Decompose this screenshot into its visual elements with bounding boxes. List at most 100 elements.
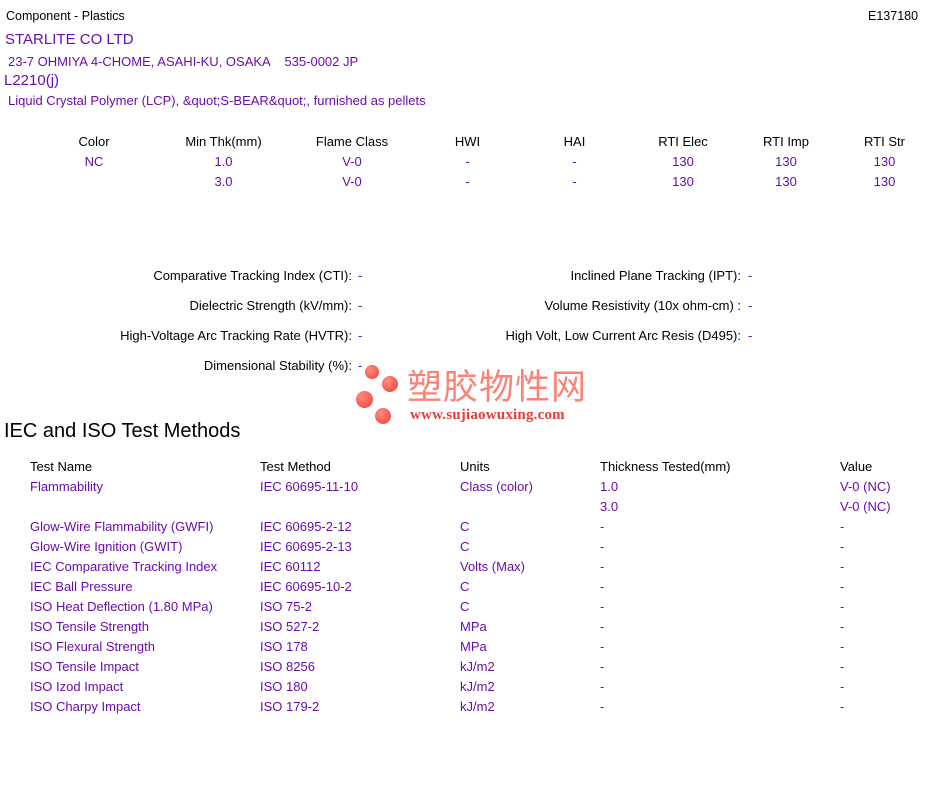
table-cell: - bbox=[600, 678, 605, 694]
table-row: Flammability IEC 60695-11-10 Class (color)… bbox=[30, 476, 934, 496]
table-cell: Class (color) bbox=[460, 478, 533, 494]
table-cell: - bbox=[600, 598, 605, 614]
table-row: 3.0 V-0 - - 130 130 130 bbox=[30, 171, 934, 191]
table-cell: ISO Izod Impact bbox=[30, 678, 124, 694]
table-cell: 130 bbox=[775, 153, 797, 169]
table-cell: V-0 bbox=[342, 153, 362, 169]
table-cell: 3.0 bbox=[600, 498, 619, 514]
table-cell: C bbox=[460, 538, 470, 554]
table-cell: - bbox=[465, 173, 470, 189]
table-cell: IEC 60695-2-12 bbox=[260, 518, 352, 534]
table-cell: ISO Heat Deflection (1.80 MPa) bbox=[30, 598, 213, 614]
logo-dot-icon bbox=[382, 376, 398, 392]
table-row: ISO Flexural Strength ISO 178 MPa - - bbox=[30, 636, 934, 656]
ratings-header-row: Color Min Thk(mm) Flame Class HWI HAI RTI Ele… bbox=[30, 131, 934, 151]
table-cell: 1.0 bbox=[600, 478, 619, 494]
property-label: High-Voltage Arc Tracking Rate (HVTR): bbox=[120, 328, 352, 343]
column-header: RTI Str bbox=[864, 133, 905, 149]
table-cell: 3.0 bbox=[214, 173, 233, 189]
table-cell: kJ/m2 bbox=[460, 678, 495, 694]
table-row: ISO Tensile Impact ISO 8256 kJ/m2 - - bbox=[30, 656, 934, 676]
material-description: Liquid Crystal Polymer (LCP), &quot;S-BE… bbox=[8, 93, 426, 108]
table-cell: V-0 (NC) bbox=[840, 478, 891, 494]
logo-dot-icon bbox=[375, 408, 391, 424]
table-row: ISO Heat Deflection (1.80 MPa) ISO 75-2 C -… bbox=[30, 596, 934, 616]
table-cell: - bbox=[840, 538, 845, 554]
table-cell: - bbox=[840, 558, 845, 574]
table-row: NC 1.0 V-0 - - 130 130 130 bbox=[30, 151, 934, 171]
table-cell: - bbox=[840, 678, 845, 694]
property-label: Comparative Tracking Index (CTI): bbox=[153, 268, 352, 283]
company-name: STARLITE CO LTD bbox=[5, 31, 134, 48]
table-cell: - bbox=[572, 153, 577, 169]
table-cell: 1.0 bbox=[214, 153, 233, 169]
table-row: IEC Comparative Tracking Index IEC 60112 V… bbox=[30, 556, 934, 576]
column-header: RTI Elec bbox=[658, 133, 708, 149]
property-value: - bbox=[358, 328, 363, 343]
property-label: Dimensional Stability (%): bbox=[203, 358, 352, 373]
table-cell: IEC 60695-11-10 bbox=[260, 478, 359, 494]
table-row: IEC Ball Pressure IEC 60695-10-2 C - - bbox=[30, 576, 934, 596]
table-cell: 130 bbox=[873, 173, 896, 189]
table-cell: NC bbox=[84, 153, 104, 169]
table-cell: Glow-Wire Ignition (GWIT) bbox=[30, 538, 183, 554]
table-cell: - bbox=[600, 538, 605, 554]
table-cell: V-0 bbox=[342, 173, 362, 189]
table-row: ISO Charpy Impact ISO 179-2 kJ/m2 - - bbox=[30, 696, 934, 716]
table-cell: - bbox=[600, 558, 605, 574]
table-cell: IEC 60112 bbox=[260, 558, 321, 574]
file-number: E137180 bbox=[868, 9, 919, 23]
property-value: - bbox=[358, 298, 363, 313]
property-value: - bbox=[358, 358, 363, 373]
table-cell: - bbox=[840, 618, 845, 634]
section-title: IEC and ISO Test Methods bbox=[4, 420, 241, 442]
column-header: Value bbox=[840, 458, 873, 474]
table-cell: - bbox=[600, 578, 605, 594]
property-value: - bbox=[748, 328, 753, 343]
table-cell: - bbox=[840, 578, 845, 594]
table-cell: MPa bbox=[460, 618, 487, 634]
table-cell: - bbox=[572, 173, 577, 189]
table-row: Glow-Wire Ignition (GWIT) IEC 60695-2-13 C… bbox=[30, 536, 934, 556]
table-cell: - bbox=[600, 618, 605, 634]
logo-dot-icon bbox=[365, 365, 379, 379]
table-cell: ISO Tensile Strength bbox=[30, 618, 149, 634]
company-address: 23-7 OHMIYA 4-CHOME, ASAHI-KU, OSAKA 535… bbox=[8, 54, 359, 69]
property-value: - bbox=[358, 268, 363, 283]
table-cell: ISO 179-2 bbox=[260, 698, 320, 714]
table-cell: Volts (Max) bbox=[460, 558, 526, 574]
test-methods-table: Test Name Test Method Units Thickness Teste… bbox=[30, 456, 934, 716]
table-cell bbox=[260, 496, 460, 516]
table-cell: IEC 60695-2-13 bbox=[260, 538, 352, 554]
column-header: Thickness Tested(mm) bbox=[600, 458, 731, 474]
table-cell: 130 bbox=[873, 153, 896, 169]
column-header: Flame Class bbox=[315, 133, 389, 149]
table-cell: 130 bbox=[672, 173, 694, 189]
table-row: 3.0 V-0 (NC) bbox=[30, 496, 934, 516]
table-cell: - bbox=[600, 638, 605, 654]
table-cell: Glow-Wire Flammability (GWFI) bbox=[30, 518, 214, 534]
table-cell: ISO Flexural Strength bbox=[30, 638, 155, 654]
table-cell: - bbox=[465, 153, 470, 169]
table-cell: MPa bbox=[460, 638, 487, 654]
column-header: HWI bbox=[454, 133, 481, 149]
table-cell: C bbox=[460, 578, 470, 594]
ratings-table: Color Min Thk(mm) Flame Class HWI HAI RTI Ele… bbox=[30, 131, 934, 191]
document-type-label: Component - Plastics bbox=[6, 9, 125, 23]
table-cell: kJ/m2 bbox=[460, 658, 495, 674]
table-row: ISO Tensile Strength ISO 527-2 MPa - - bbox=[30, 616, 934, 636]
table-cell: - bbox=[600, 658, 605, 674]
column-header: Test Name bbox=[30, 458, 93, 474]
table-row: Glow-Wire Flammability (GWFI) IEC 60695-2… bbox=[30, 516, 934, 536]
table-cell bbox=[460, 496, 600, 516]
table-cell: - bbox=[840, 698, 845, 714]
watermark-site-url: www.sujiaowuxing.com bbox=[410, 407, 565, 423]
table-cell: Flammability bbox=[30, 478, 103, 494]
table-cell: - bbox=[840, 518, 845, 534]
table-cell: ISO Tensile Impact bbox=[30, 658, 139, 674]
table-cell: ISO 527-2 bbox=[260, 618, 320, 634]
table-cell: IEC 60695-10-2 bbox=[260, 578, 352, 594]
table-cell: C bbox=[460, 518, 470, 534]
model-designation: L2210(j) bbox=[4, 72, 60, 89]
